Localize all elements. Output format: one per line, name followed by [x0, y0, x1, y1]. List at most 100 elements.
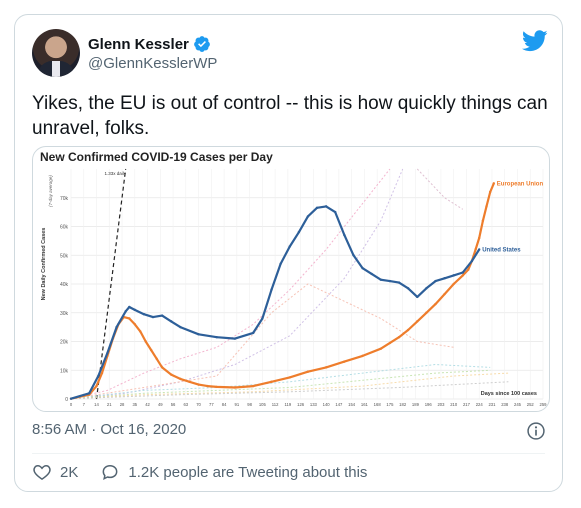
tweet-card[interactable]: Glenn Kessler @GlennKesslerWP Yikes, the…	[14, 14, 563, 492]
series-point	[478, 236, 481, 240]
series-point	[379, 347, 383, 350]
series-point	[170, 373, 173, 376]
series-point	[324, 205, 328, 208]
series-point	[69, 397, 73, 400]
series-point	[170, 320, 173, 323]
series-point	[406, 328, 410, 332]
series-point	[88, 392, 91, 395]
series-point	[279, 262, 282, 266]
series-point	[452, 274, 455, 277]
y-tick-label: 50k	[60, 253, 69, 259]
series-point	[434, 302, 437, 306]
x-tick-label: 189	[412, 402, 420, 407]
series-point	[343, 360, 346, 363]
x-tick-label: 42	[145, 402, 150, 407]
twitter-bird-icon[interactable]	[522, 30, 548, 52]
x-tick-label: 259	[540, 402, 548, 407]
series-point	[461, 274, 465, 277]
x-tick-label: 77	[209, 402, 214, 407]
series-point	[151, 315, 155, 319]
x-tick-label: 140	[323, 402, 331, 407]
series-point	[306, 370, 310, 373]
chart-title: New Confirmed COVID-19 Cases per Day	[40, 150, 273, 164]
series-point	[474, 248, 477, 251]
series-point	[188, 380, 191, 383]
series-point	[197, 333, 200, 336]
avatar[interactable]	[32, 29, 80, 77]
x-tick-label: 56	[171, 402, 176, 407]
reference-label: 1.33x daily	[105, 171, 127, 176]
series-point	[461, 271, 465, 274]
series-point	[452, 282, 455, 286]
y-tick-label: 0	[65, 397, 68, 403]
tweeting-about-text: 1.2K people are Tweeting about this	[128, 463, 368, 481]
series-point	[288, 245, 291, 248]
series-point	[397, 281, 401, 284]
tweeting-about-action[interactable]: 1.2K people are Tweeting about this	[100, 462, 367, 482]
x-tick-label: 112	[272, 402, 279, 407]
x-tick-label: 252	[527, 402, 535, 407]
background-country-line	[70, 372, 509, 400]
series-point	[425, 287, 428, 290]
series-point	[388, 341, 392, 345]
x-tick-label: 133	[310, 402, 318, 407]
tweet-media-chart[interactable]: New Confirmed COVID-19 Cases per Day 0 10…	[32, 146, 550, 412]
series-point	[416, 295, 419, 299]
series-point	[467, 268, 470, 271]
series-point	[488, 190, 492, 194]
x-tick-label: 70	[196, 402, 201, 407]
tweet-text: Yikes, the EU is out of control -- this …	[32, 93, 548, 139]
background-country-line	[70, 283, 454, 400]
x-tick-label: 35	[132, 402, 137, 407]
x-tick-label: 84	[222, 402, 227, 407]
x-tick-label: 119	[285, 402, 292, 407]
series-point	[470, 259, 474, 263]
series-point	[149, 348, 153, 352]
series-point	[397, 335, 401, 339]
series-point	[179, 377, 182, 381]
x-tick-label: 217	[463, 402, 471, 407]
series-point	[133, 308, 136, 312]
heart-icon[interactable]	[32, 462, 52, 482]
chart-labels: 0 10k 20k 30k 40k 50k 60k 70k 0 7 14 21 28 35 42 49 56 63…	[41, 171, 547, 407]
series-point	[261, 317, 264, 320]
tweet-timestamp[interactable]: 8:56 AM · Oct 16, 2020	[32, 421, 187, 438]
author-display-name[interactable]: Glenn Kessler	[88, 35, 189, 53]
x-tick-label: 154	[348, 402, 356, 407]
series-point	[324, 366, 328, 369]
author-handle[interactable]: @GlennKesslerWP	[88, 55, 218, 72]
series-point	[406, 287, 410, 290]
chart-plot: 0 10k 20k 30k 40k 50k 60k 70k 0 7 14 21 28 35 42 49 56 63…	[41, 168, 547, 407]
series-point	[155, 357, 158, 360]
x-tick-label: 49	[158, 402, 163, 407]
background-country-line	[70, 363, 491, 400]
series-label: United States	[482, 248, 521, 254]
background-country-line	[70, 168, 391, 400]
series-point	[270, 288, 273, 291]
y-tick-label: 40k	[60, 282, 69, 288]
series-point	[425, 311, 428, 314]
tweet-stats: 2K 1.2K people are Tweeting about this	[32, 462, 389, 482]
like-count: 2K	[60, 463, 79, 481]
series-point	[160, 314, 164, 317]
chart-grid	[70, 168, 544, 400]
x-tick-label: 168	[374, 402, 382, 407]
x-tick-label: 14	[94, 402, 99, 407]
like-action[interactable]: 2K	[32, 462, 78, 482]
series-point	[197, 383, 200, 386]
avatar-shirt	[52, 61, 60, 77]
series-point	[139, 330, 142, 333]
series-point	[160, 366, 164, 369]
series-point	[252, 331, 255, 335]
series-point	[97, 374, 100, 378]
author-name-row[interactable]: Glenn Kessler	[88, 35, 211, 53]
divider	[32, 453, 545, 454]
x-tick-label: 63	[183, 402, 188, 407]
speech-bubble-icon[interactable]	[100, 462, 120, 482]
series-point	[388, 279, 392, 283]
series-point	[233, 386, 237, 389]
series-point	[144, 340, 147, 343]
info-icon[interactable]	[526, 421, 546, 441]
series-point	[379, 278, 383, 281]
series-point	[106, 351, 109, 355]
